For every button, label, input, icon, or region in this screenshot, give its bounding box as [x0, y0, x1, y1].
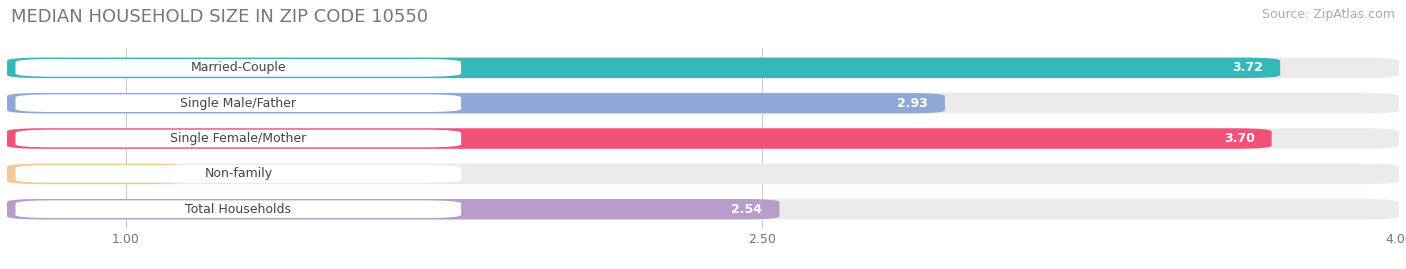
FancyBboxPatch shape [7, 164, 1399, 184]
FancyBboxPatch shape [15, 130, 461, 147]
FancyBboxPatch shape [7, 164, 186, 184]
FancyBboxPatch shape [15, 200, 461, 218]
FancyBboxPatch shape [15, 165, 461, 183]
FancyBboxPatch shape [7, 58, 1399, 78]
Text: Non-family: Non-family [204, 167, 273, 180]
Text: 3.72: 3.72 [1232, 61, 1263, 74]
FancyBboxPatch shape [7, 58, 1279, 78]
Text: 2.54: 2.54 [731, 203, 762, 216]
FancyBboxPatch shape [7, 128, 1271, 149]
FancyBboxPatch shape [15, 59, 461, 77]
FancyBboxPatch shape [7, 199, 1399, 220]
Text: MEDIAN HOUSEHOLD SIZE IN ZIP CODE 10550: MEDIAN HOUSEHOLD SIZE IN ZIP CODE 10550 [11, 8, 429, 26]
Text: Married-Couple: Married-Couple [190, 61, 287, 74]
FancyBboxPatch shape [7, 128, 1399, 149]
FancyBboxPatch shape [7, 93, 945, 114]
Text: Total Households: Total Households [186, 203, 291, 216]
Text: 3.70: 3.70 [1223, 132, 1254, 145]
FancyBboxPatch shape [15, 94, 461, 112]
Text: 2.93: 2.93 [897, 97, 928, 110]
FancyBboxPatch shape [7, 199, 779, 220]
Text: Source: ZipAtlas.com: Source: ZipAtlas.com [1261, 8, 1395, 21]
Text: Single Male/Father: Single Male/Father [180, 97, 297, 110]
FancyBboxPatch shape [7, 93, 1399, 114]
Text: 1.14: 1.14 [138, 167, 169, 180]
Text: Single Female/Mother: Single Female/Mother [170, 132, 307, 145]
